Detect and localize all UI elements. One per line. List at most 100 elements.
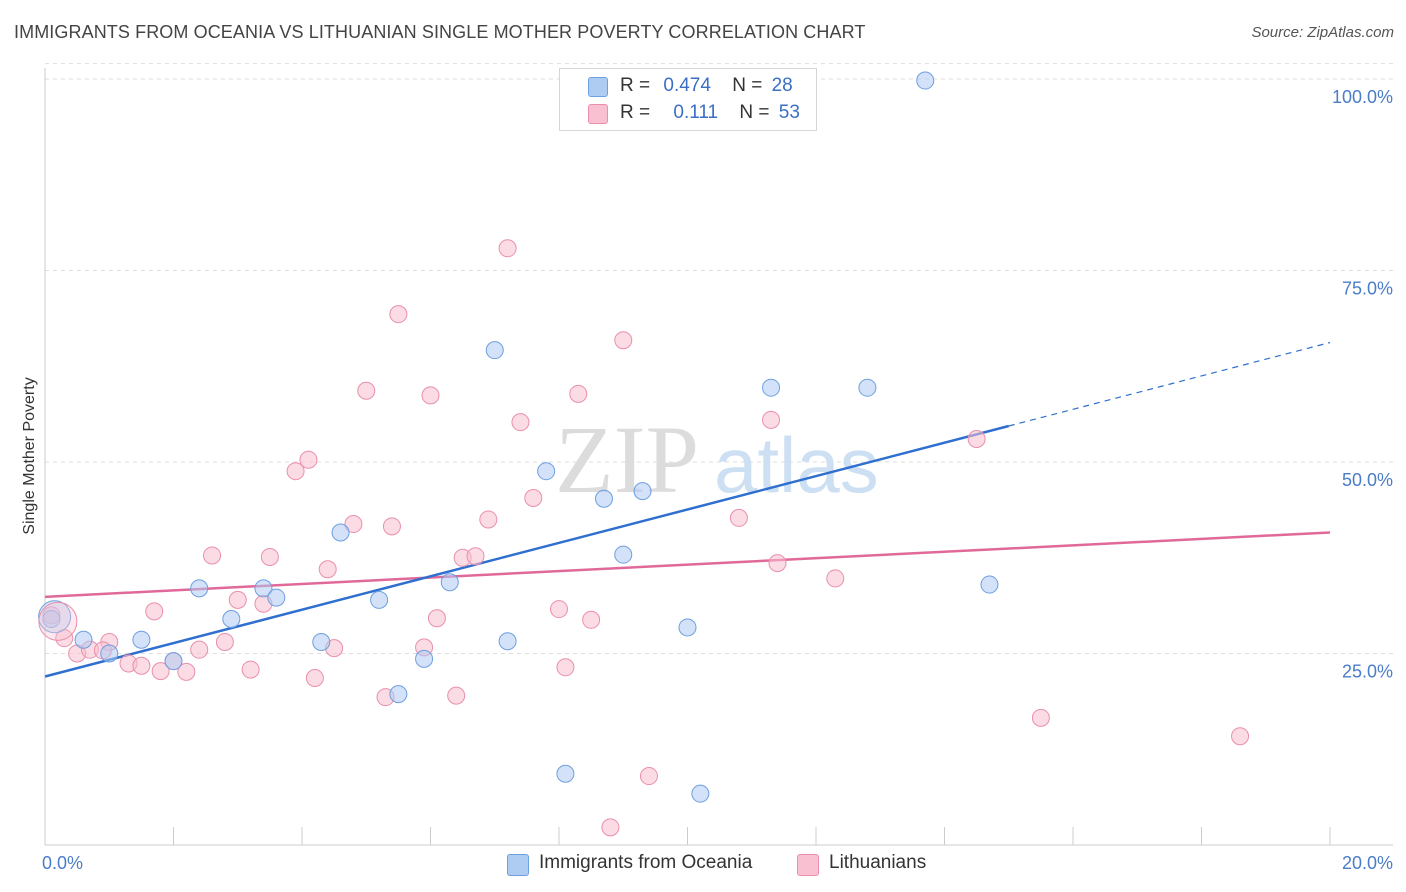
y-tick-label: 50.0% <box>1342 470 1393 490</box>
axes <box>44 68 1393 846</box>
point-oceania <box>100 644 119 663</box>
point-lithuanians <box>299 450 318 469</box>
trend-line-lithuanians <box>44 531 1331 599</box>
point-lithuanians <box>305 669 324 688</box>
chart-title: IMMIGRANTS FROM OCEANIA VS LITHUANIAN SI… <box>14 22 866 42</box>
legend-swatch-lithuanians <box>588 104 608 124</box>
grid-lines <box>45 63 1393 654</box>
point-oceania <box>556 764 575 783</box>
bottom-legend-swatch-lithuanians <box>797 854 819 876</box>
point-oceania <box>633 482 652 501</box>
tick-labels: 25.0% 50.0% 75.0% 100.0% 0.0% 20.0% <box>42 87 1393 873</box>
point-lithuanians <box>203 546 222 565</box>
point-lithuanians <box>729 508 748 527</box>
y-tick-label: 75.0% <box>1342 279 1393 299</box>
point-oceania <box>440 573 459 592</box>
point-oceania <box>485 341 504 360</box>
point-lithuanians <box>241 660 260 679</box>
point-lithuanians <box>1031 708 1050 727</box>
point-lithuanians <box>389 305 408 324</box>
point-lithuanians <box>190 640 209 659</box>
point-oceania <box>267 588 286 607</box>
data-points <box>38 71 1250 837</box>
point-oceania <box>614 545 633 564</box>
point-lithuanians <box>601 818 620 837</box>
point-lithuanians <box>511 413 530 432</box>
point-oceania <box>331 523 350 542</box>
point-oceania <box>370 590 389 609</box>
point-lithuanians <box>228 590 247 609</box>
point-lithuanians <box>466 547 485 566</box>
point-lithuanians <box>768 554 787 573</box>
correlation-legend: R = 0.474 N = 28 R = 0.111 N = 53 <box>559 68 817 131</box>
point-lithuanians <box>427 609 446 628</box>
point-lithuanians <box>614 331 633 350</box>
point-lithuanians <box>639 767 658 786</box>
point-lithuanians <box>524 489 543 508</box>
point-oceania <box>498 632 517 651</box>
point-oceania <box>42 610 61 629</box>
point-lithuanians <box>550 600 568 619</box>
bottom-legend-swatch-oceania <box>507 854 529 876</box>
point-lithuanians <box>344 515 363 534</box>
point-lithuanians <box>151 662 170 681</box>
x-tick-label-max: 20.0% <box>1342 853 1393 873</box>
legend-swatch-oceania <box>588 77 608 97</box>
trend-line-oceania <box>44 424 1010 678</box>
point-lithuanians <box>286 462 305 481</box>
point-oceania <box>312 633 331 652</box>
legend-r-oceania: 0.474 <box>663 75 711 96</box>
point-lithuanians <box>260 547 279 566</box>
point-lithuanians <box>479 510 498 529</box>
point-lithuanians <box>215 633 234 652</box>
point-oceania <box>980 575 999 594</box>
point-oceania <box>916 71 935 90</box>
point-oceania <box>254 579 273 598</box>
y-tick-label: 100.0% <box>1332 87 1393 107</box>
point-lithuanians <box>145 602 164 621</box>
point-lithuanians <box>382 517 401 536</box>
point-lithuanians <box>826 569 845 588</box>
point-oceania <box>190 579 209 598</box>
point-oceania <box>132 630 151 649</box>
point-oceania <box>858 378 877 397</box>
x-tick-label-min: 0.0% <box>42 853 83 873</box>
legend-n-oceania: 28 <box>771 75 793 96</box>
point-oceania <box>537 462 556 481</box>
point-lithuanians <box>447 686 466 705</box>
point-oceania <box>389 685 408 704</box>
point-lithuanians <box>582 610 601 629</box>
source-label: Source: ZipAtlas.com <box>1251 24 1394 41</box>
point-lithuanians <box>132 656 151 675</box>
watermark-zip: ZIP <box>555 406 699 513</box>
point-oceania <box>74 630 93 649</box>
legend-r-label: R = <box>620 75 651 96</box>
point-oceania <box>691 784 710 803</box>
trend-line-oceania-extension <box>1008 341 1331 427</box>
point-lithuanians <box>498 239 517 258</box>
point-lithuanians <box>318 560 337 579</box>
point-oceania <box>594 489 613 508</box>
point-lithuanians <box>569 384 588 403</box>
point-lithuanians <box>762 410 781 429</box>
bottom-legend-label-oceania: Immigrants from Oceania <box>539 852 753 873</box>
y-tick-label: 25.0% <box>1342 662 1393 682</box>
point-oceania <box>678 618 697 637</box>
legend-r-label: R = <box>620 102 651 123</box>
point-lithuanians <box>357 381 376 400</box>
point-lithuanians <box>1231 727 1250 746</box>
point-oceania <box>164 652 183 671</box>
point-oceania <box>415 649 434 668</box>
bottom-legend-label-lithuanians: Lithuanians <box>829 852 927 873</box>
point-lithuanians-cluster <box>38 601 78 641</box>
point-lithuanians <box>421 386 440 405</box>
watermark: ZIP atlas <box>555 406 879 513</box>
point-lithuanians <box>177 662 196 681</box>
legend-n-lithuanians: 53 <box>778 102 800 123</box>
point-lithuanians <box>967 430 986 449</box>
legend-n-label: N = <box>732 75 763 96</box>
point-lithuanians <box>556 658 575 677</box>
point-oceania <box>222 610 241 629</box>
point-oceania <box>762 378 781 397</box>
